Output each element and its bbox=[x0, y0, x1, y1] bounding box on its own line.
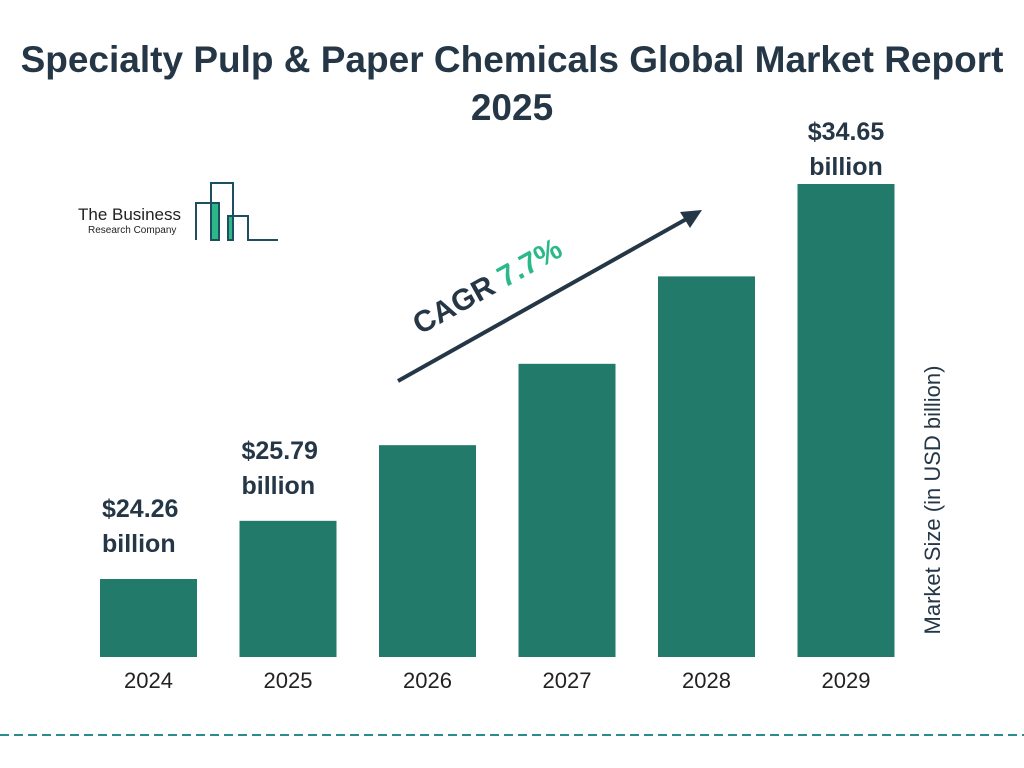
cagr-annotation: CAGR 7.7% bbox=[407, 232, 567, 341]
data-label: billion bbox=[809, 153, 883, 181]
bar-2025 bbox=[239, 520, 337, 657]
x-tick-label: 2024 bbox=[124, 668, 173, 693]
bar-2029 bbox=[797, 184, 895, 657]
y-axis-label: Market Size (in USD billion) bbox=[920, 365, 945, 635]
data-label: $24.26 bbox=[102, 495, 178, 523]
logo-text-line1: The Business bbox=[78, 205, 181, 224]
x-tick-label: 2029 bbox=[822, 668, 871, 693]
x-tick-label: 2025 bbox=[264, 668, 313, 693]
company-logo: The Business Research Company bbox=[78, 180, 288, 245]
bar-2026 bbox=[379, 445, 476, 657]
cagr-arrow-head bbox=[680, 210, 702, 228]
data-label: billion bbox=[102, 530, 176, 558]
x-tick-label: 2026 bbox=[403, 668, 452, 693]
logo-buildings-icon bbox=[195, 182, 278, 241]
data-label: $34.65 bbox=[808, 118, 885, 146]
data-label: $25.79 bbox=[242, 437, 318, 465]
x-tick-label: 2028 bbox=[682, 668, 731, 693]
bar-2028 bbox=[658, 276, 755, 657]
bar-2024 bbox=[100, 579, 197, 657]
chart-title: Specialty Pulp & Paper Chemicals Global … bbox=[20, 39, 1004, 128]
bar-2027 bbox=[518, 363, 616, 657]
logo-text-line2: Research Company bbox=[88, 225, 177, 236]
data-label: billion bbox=[242, 472, 316, 500]
x-tick-label: 2027 bbox=[543, 668, 592, 693]
cagr-arrow-line bbox=[397, 215, 691, 383]
